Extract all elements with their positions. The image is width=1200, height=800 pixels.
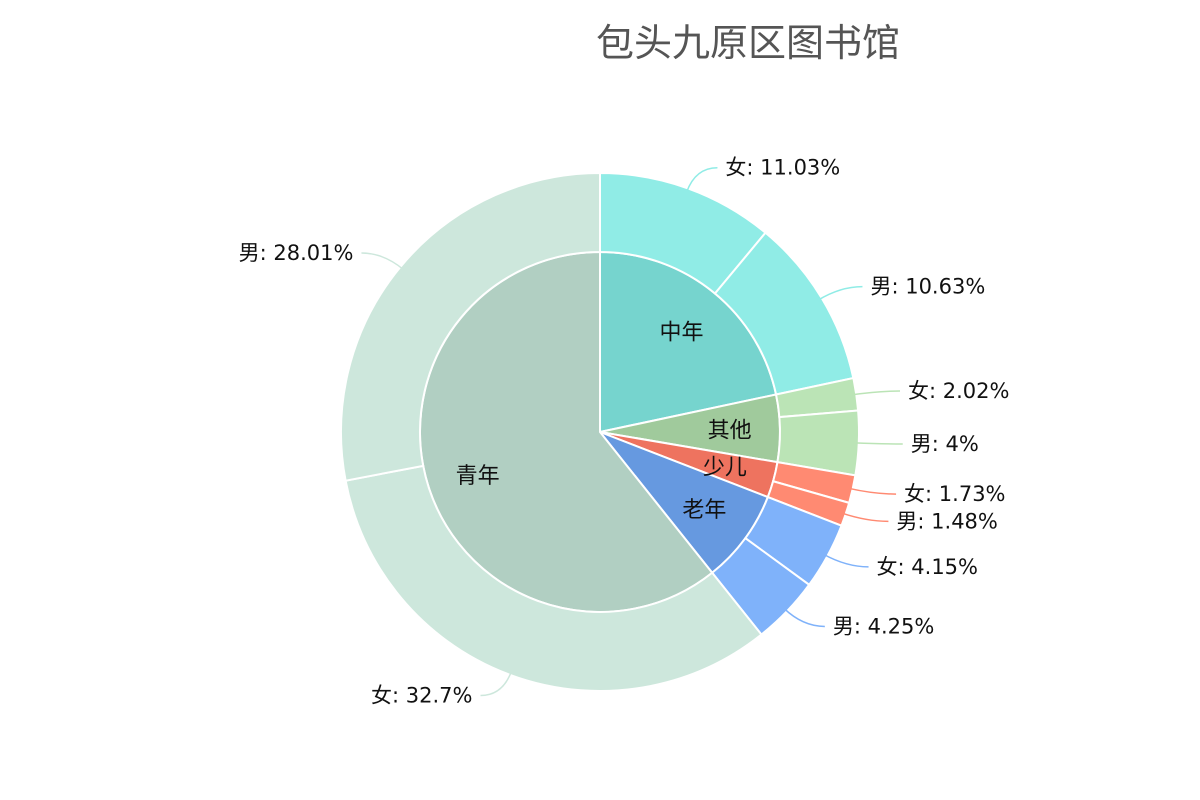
inner-label-3: 老年 [682, 498, 726, 523]
leader-line-1 [817, 285, 863, 301]
outer-slice-9 [340, 171, 601, 482]
leader-line-4 [848, 487, 897, 495]
outer-label-9: 男: 28.01% [239, 241, 354, 265]
outer-label-1: 男: 10.63% [870, 275, 985, 299]
outer-label-3: 男: 4% [911, 432, 979, 456]
leader-line-6 [823, 553, 869, 568]
leader-lines [361, 166, 903, 697]
leader-line-0 [685, 166, 718, 193]
outer-label-2: 女: 2.02% [908, 379, 1009, 403]
outer-label-8: 女: 32.7% [371, 684, 472, 708]
outer-label-5: 男: 1.48% [896, 509, 997, 533]
outer-label-7: 男: 4.25% [833, 614, 934, 638]
leader-line-5 [841, 512, 889, 523]
leader-line-3 [854, 442, 903, 445]
outer-label-4: 女: 1.73% [904, 482, 1005, 506]
inner-label-1: 其他 [708, 418, 752, 443]
leader-line-8 [480, 670, 513, 697]
inner-label-4: 青年 [456, 464, 500, 489]
leader-line-2 [852, 390, 900, 396]
outer-label-6: 女: 4.15% [877, 555, 978, 579]
outer-ring [340, 171, 860, 692]
leader-line-9 [361, 252, 404, 271]
inner-label-2: 少儿 [703, 455, 747, 480]
inner-label-0: 中年 [660, 320, 704, 345]
outer-label-0: 女: 11.03% [725, 156, 840, 180]
leader-line-7 [783, 607, 825, 628]
outer-slice-8 [344, 464, 763, 692]
chart-title: 包头九原区图书馆 [595, 21, 900, 65]
